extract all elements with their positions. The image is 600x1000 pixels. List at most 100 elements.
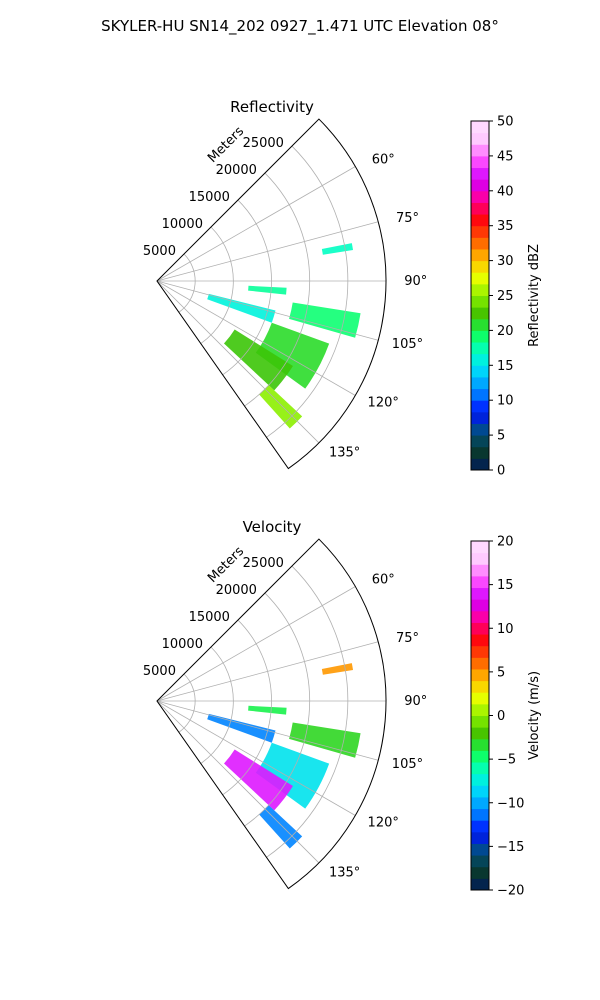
colorbar-segment — [471, 388, 489, 401]
colorbar-tick-label: −20 — [497, 884, 524, 899]
colorbar-segment — [471, 820, 489, 833]
colorbar-tick-label: −10 — [497, 796, 524, 811]
colorbar-segment — [471, 435, 489, 448]
azimuth-spoke-5 — [156, 280, 320, 444]
range-ring-1 — [200, 226, 234, 344]
echo-layer — [207, 663, 361, 849]
colorbar-segment — [471, 808, 489, 821]
colorbar-segment — [471, 423, 489, 436]
colorbar-segment — [471, 144, 489, 157]
panel-title: Velocity — [243, 518, 302, 536]
azimuth-spoke-1 — [156, 641, 379, 702]
echo-cell-1 — [248, 285, 287, 295]
colorbar: −20 −15 −10 −5 0 5 10 15 20 Velocity (m/s) — [470, 535, 542, 899]
radial-axis-label: Meters — [205, 124, 247, 166]
reflectivity-panel: Reflectivity60°75°90°105°120°135°5000100… — [143, 98, 542, 479]
colorbar-segment — [471, 342, 489, 355]
echo-cell-5 — [223, 329, 293, 391]
colorbar-segment — [471, 248, 489, 262]
radial-tick-label: 25000 — [243, 136, 284, 151]
colorbar: 0 5 10 15 20 25 30 35 40 45 50 Reflectivity dBZ — [470, 115, 542, 479]
colorbar-segment — [471, 167, 489, 180]
colorbar-segment — [471, 587, 489, 600]
angle-tick-label: 135° — [329, 446, 360, 461]
colorbar-tick-label: 15 — [497, 359, 514, 374]
echo-cell-3 — [207, 713, 276, 743]
echo-cell-4 — [255, 742, 330, 809]
colorbar-segment — [471, 831, 489, 844]
radial-tick-label: 20000 — [216, 163, 257, 178]
colorbar-label: Reflectivity dBZ — [527, 244, 542, 347]
colorbar-segment — [471, 703, 489, 716]
angle-tick-label: 120° — [368, 815, 399, 830]
colorbar-segment — [471, 132, 489, 145]
colorbar-tick-label: −5 — [497, 753, 516, 768]
colorbar-segment — [471, 680, 489, 693]
colorbar-tick-label: 40 — [497, 184, 514, 199]
colorbar-segment — [471, 622, 489, 635]
colorbar-segment — [471, 843, 489, 856]
echo-cell-3 — [207, 293, 276, 323]
colorbar-segment — [471, 541, 489, 554]
colorbar-segment — [471, 365, 489, 378]
colorbar-segment — [471, 668, 489, 682]
colorbar-segment — [471, 155, 489, 169]
colorbar-segment — [471, 878, 489, 891]
echo-cell-4 — [255, 322, 330, 389]
range-ring-1 — [200, 646, 234, 764]
colorbar-segment — [471, 796, 489, 810]
colorbar-segment — [471, 692, 489, 705]
azimuth-spoke-0 — [156, 586, 356, 702]
radial-tick-label: 5000 — [143, 244, 176, 259]
colorbar-segment — [471, 657, 489, 670]
range-ring-3 — [244, 172, 311, 407]
colorbar-segment — [471, 318, 489, 331]
angle-tick-label: 135° — [329, 866, 360, 881]
panel-title: Reflectivity — [230, 98, 314, 116]
colorbar-tick-label: 15 — [497, 578, 514, 593]
radial-tick-label: 15000 — [189, 610, 230, 625]
colorbar-segment — [471, 750, 489, 763]
echo-cell-6 — [259, 805, 303, 849]
colorbar-segment — [471, 738, 489, 751]
colorbar-tick-label: 20 — [497, 535, 514, 550]
polar-grid — [156, 565, 386, 864]
colorbar-tick-label: 10 — [497, 622, 514, 637]
colorbar-tick-label: 0 — [497, 709, 505, 724]
colorbar-segment — [471, 225, 489, 238]
radial-tick-label: 10000 — [162, 217, 203, 232]
colorbar-segment — [471, 564, 489, 577]
echo-cell-0 — [321, 663, 354, 675]
azimuth-spoke-4 — [156, 280, 356, 396]
colorbar-segment — [471, 610, 489, 623]
colorbar-segment — [471, 190, 489, 203]
angle-tick-label: 90° — [404, 694, 427, 709]
colorbar-tick-label: 30 — [497, 254, 514, 269]
radial-tick-label: 10000 — [162, 637, 203, 652]
angle-tick-label: 75° — [396, 211, 419, 226]
azimuth-spoke-4 — [156, 700, 356, 816]
angle-tick-label: 60° — [372, 153, 395, 168]
echo-cell-5 — [223, 749, 293, 811]
azimuth-spoke-3 — [156, 700, 379, 761]
radial-tick-label: 20000 — [216, 583, 257, 598]
colorbar-label: Velocity (m/s) — [527, 671, 542, 760]
range-ring-2 — [222, 619, 272, 796]
echo-cell-6 — [259, 385, 303, 429]
colorbar-segment — [471, 295, 489, 308]
colorbar-segment — [471, 214, 489, 227]
colorbar-segment — [471, 599, 489, 612]
colorbar-segment — [471, 353, 489, 366]
colorbar-tick-label: 10 — [497, 394, 514, 409]
colorbar-tick-label: 45 — [497, 149, 514, 164]
colorbar-segment — [471, 237, 489, 250]
colorbar-segment — [471, 773, 489, 786]
azimuth-spoke-3 — [156, 280, 379, 341]
range-ring-4 — [266, 145, 349, 438]
colorbar-segment — [471, 283, 489, 296]
colorbar-segment — [471, 715, 489, 728]
sector-frame — [156, 118, 387, 470]
colorbar-segment — [471, 400, 489, 413]
velocity-panel: Velocity 60° 75° 90° 105° 120° 135° 5000 10000 15… — [143, 518, 542, 899]
